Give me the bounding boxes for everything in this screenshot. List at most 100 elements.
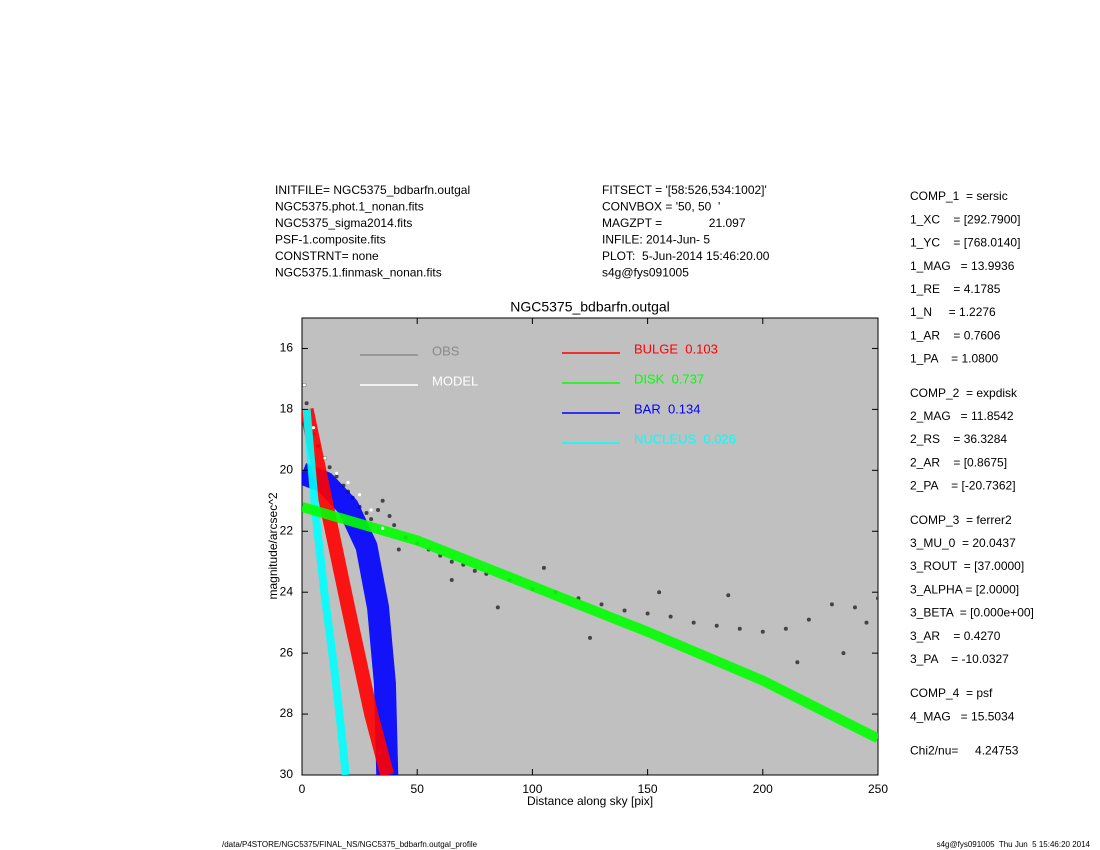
y-tick-label: 16 [280,341,294,355]
legend-label: DISK 0.737 [634,371,704,386]
fit-parameter: 1_N = 1.2276 [910,305,996,319]
legend-label: BAR 0.134 [634,401,701,416]
data-point [376,507,381,512]
fit-parameter: 1_YC = [768.0140] [910,236,1020,250]
header-line: INITFILE= NGC5375_bdbarfn.outgal [275,183,470,197]
data-point [304,401,309,406]
fit-parameter: 3_BETA = [0.000e+00] [910,606,1034,620]
x-tick-label: 0 [299,782,306,796]
fit-parameter: 2_PA = [-20.7362] [910,479,1016,493]
fit-parameter: COMP_3 = ferrer2 [910,513,1012,527]
data-point [657,590,662,595]
fit-parameter: 1_MAG = 13.9936 [910,259,1015,273]
data-point [852,605,857,610]
footer-path: /data/P4STORE/NGC5375/FINAL_NS/NGC5375_b… [222,840,478,849]
header-line: NGC5375.1.finmask_nonan.fits [275,266,442,280]
fit-parameter: Chi2/nu= 4.24753 [910,744,1019,758]
data-point [691,620,696,625]
data-point [396,547,401,552]
data-point [588,635,592,640]
legend-label: OBS [432,343,460,358]
y-tick-label: 20 [280,463,294,477]
y-tick-label: 26 [280,645,294,659]
data-point [876,596,878,601]
header-line: FITSECT = '[58:526,534:1002]' [602,183,767,197]
data-point [364,510,369,515]
data-point [599,602,604,607]
header-line: NGC5375.phot.1_nonan.fits [275,200,424,214]
fit-parameter: 3_AR = 0.4270 [910,629,1001,643]
header-line: MAGZPT = 21.097 [602,216,746,230]
y-tick-label: 22 [280,523,294,537]
legend-label: BULGE 0.103 [634,341,718,356]
y-tick-label: 28 [280,706,294,720]
header-line: s4g@fys091005 [602,266,689,280]
data-point [334,474,339,479]
fit-parameter: 1_AR = 0.7606 [910,328,1001,342]
fit-parameter: COMP_1 = sersic [910,189,1008,203]
fit-parameter: 3_ROUT = [37.0000] [910,559,1024,573]
fit-parameter: 1_XC = [292.7900] [910,212,1020,226]
data-layer [302,383,878,775]
data-point [737,626,742,631]
data-point [795,660,800,665]
header-line: NGC5375_sigma2014.fits [275,216,412,230]
header-line: CONSTRNT= none [275,249,379,263]
data-point [668,614,673,619]
plot-area [301,317,879,776]
fit-parameter: 3_PA = -10.0327 [910,652,1009,666]
data-point [380,498,385,503]
fit-parameter: 3_MU_0 = 20.0437 [910,536,1016,550]
fit-parameter: 4_MAG = 15.5034 [910,709,1015,723]
data-point [369,508,373,512]
data-point [806,617,811,622]
legend-label: MODEL [432,373,478,388]
data-point [541,565,546,570]
data-point [495,605,500,610]
data-point [829,602,834,607]
data-point [358,493,362,497]
fit-parameter: 1_RE = 4.1785 [910,282,1001,296]
component-profile [302,409,350,775]
header-line: CONVBOX = '50, 50 ' [602,200,720,214]
y-tick-label: 24 [280,584,294,598]
x-tick-label: 250 [868,782,888,796]
fit-parameter: 3_ALPHA = [2.0000] [910,582,1019,596]
data-point [449,578,454,583]
data-point [864,620,869,625]
header-line: PLOT: 5-Jun-2014 15:46:20.00 [602,249,770,263]
data-point [449,559,454,564]
y-tick-label: 18 [280,402,294,416]
data-point [726,593,731,598]
data-point [334,471,339,475]
data-point [327,465,332,470]
fit-parameter: 2_RS = 36.3284 [910,432,1007,446]
fit-parameter: 2_AR = [0.8675] [910,455,1007,469]
data-point [369,517,374,522]
component-profile [302,407,395,775]
x-tick-label: 50 [411,782,425,796]
data-point [387,514,392,519]
header-line: INFILE: 2014-Jun- 5 [602,233,710,247]
fit-parameter: COMP_4 = psf [910,686,993,700]
data-point [311,426,316,430]
y-tick-label: 30 [280,767,294,781]
y-axis-label: magnitude/arcsec^2 [266,492,280,599]
data-point [392,523,397,528]
x-tick-label: 150 [638,782,658,796]
data-point [472,568,477,573]
data-point [323,456,327,460]
data-point [381,526,385,530]
data-point [645,611,650,616]
fit-parameter: 1_PA = 1.0800 [910,352,999,366]
data-point [760,629,765,634]
fit-parameter: 2_MAG = 11.8542 [910,409,1014,423]
data-point [622,608,627,613]
data-point [302,383,306,387]
x-axis-label: Distance along sky [pix] [527,794,653,808]
data-point [714,623,719,628]
data-point [841,651,846,656]
legend-label: NUCLEUS 0.026 [634,431,736,446]
component-profile [302,502,878,743]
